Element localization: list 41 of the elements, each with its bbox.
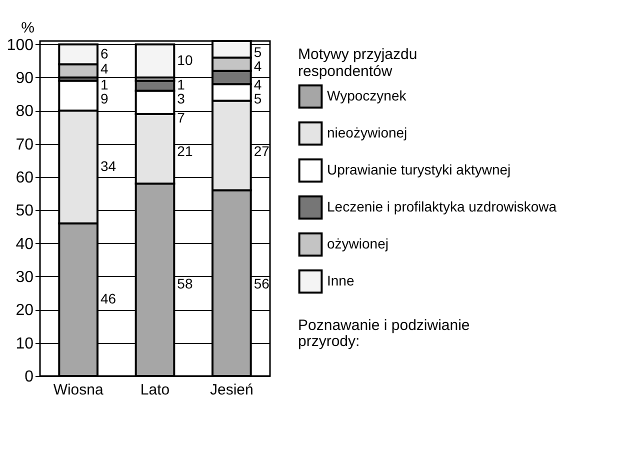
- data-label: 5: [254, 90, 262, 106]
- x-tick-label: Jesień: [210, 382, 254, 398]
- y-tick-label: 50: [16, 202, 34, 220]
- legend-title: Motywy przyjazdu respondentów: [298, 46, 418, 80]
- legend-label: Leczenie i profilaktyka uzdrowiskowa: [327, 198, 557, 214]
- legend-label: Inne: [327, 272, 354, 288]
- y-tick-label: 40: [16, 236, 34, 253]
- data-label: 5: [254, 44, 262, 60]
- data-label: 6: [100, 45, 108, 62]
- data-label: 3: [177, 90, 186, 106]
- y-tick-label: 0: [24, 368, 34, 386]
- data-label: 27: [254, 142, 270, 159]
- data-label: 56: [254, 275, 270, 292]
- legend-label: Uprawianie turystyki aktywnej: [327, 162, 511, 178]
- y-tick-label: 80: [16, 103, 34, 120]
- x-tick-label: Lato: [140, 382, 170, 398]
- text: Poznawanie i podziwianie przyrody:: [298, 317, 470, 350]
- x-tick-label: Wiosna: [53, 382, 104, 398]
- data-label: 7: [177, 110, 186, 126]
- y-tick-label: 60: [16, 169, 34, 186]
- data-label: 46: [100, 290, 116, 307]
- data-label: 10: [177, 52, 193, 68]
- data-label: 4: [254, 76, 262, 92]
- y-tick-label: 10: [16, 335, 34, 352]
- legend-label: nieożywionej: [327, 124, 408, 140]
- data-label: 21: [177, 142, 193, 159]
- y-axis-title: %: [21, 20, 34, 36]
- data-label: 9: [100, 90, 108, 106]
- y-tick-label: 90: [16, 70, 34, 87]
- legend-label: Wypoczynek: [327, 88, 408, 104]
- y-tick-label: 100: [6, 36, 34, 54]
- y-tick-label: 20: [16, 302, 34, 320]
- data-label: 4: [100, 60, 108, 77]
- data-label: 1: [100, 76, 108, 92]
- y-tick-label: 30: [16, 268, 34, 286]
- data-label: 34: [100, 158, 116, 174]
- data-label: 58: [177, 275, 193, 292]
- legend-label: ożywionej: [327, 236, 388, 252]
- data-label: 1: [177, 76, 186, 92]
- y-tick-label: 70: [16, 136, 34, 154]
- data-label: 4: [254, 58, 262, 74]
